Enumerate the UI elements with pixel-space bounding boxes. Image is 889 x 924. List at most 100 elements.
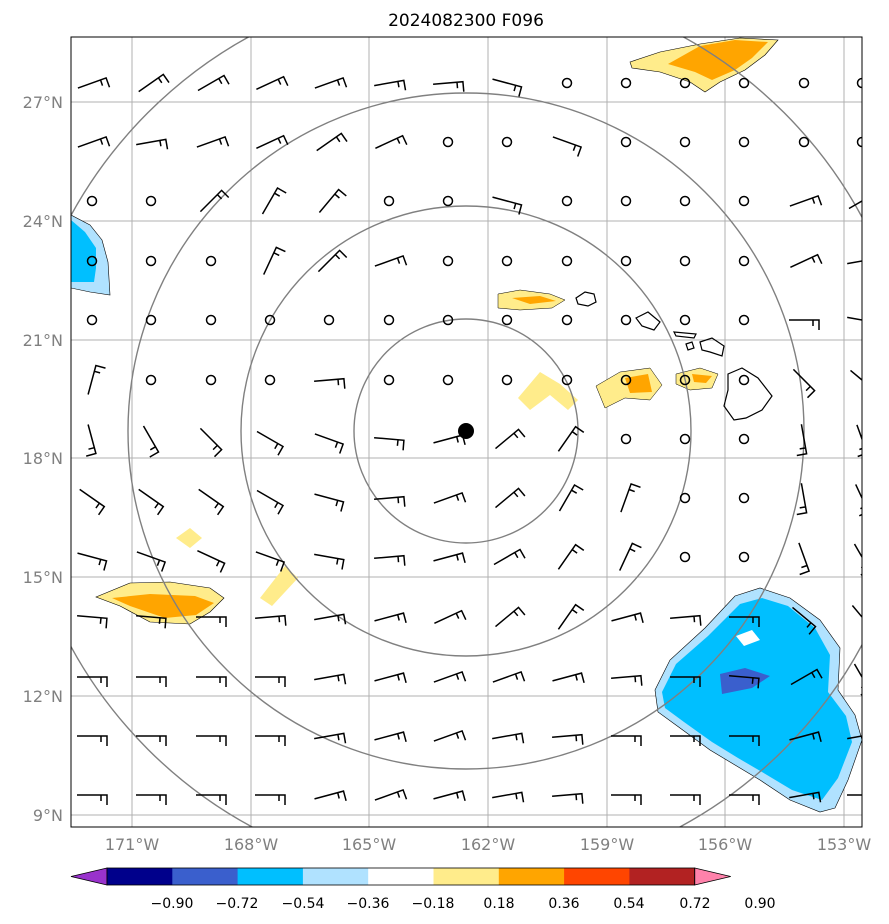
negative-anomaly-west [71,220,96,282]
wind-barb-calm [620,314,632,326]
positive-anomaly-maui-core [625,374,652,393]
wind-barb [433,670,467,683]
wind-barb [138,73,170,93]
colorbar-segment [433,868,500,885]
wind-barb [729,674,760,689]
wind-barb [196,676,227,687]
wind-barb [670,676,701,687]
wind-barb [792,368,816,399]
colorbar-tick-label: 0.54 [613,896,644,912]
lat-label: 21°N [23,331,63,350]
wind-barb [792,606,817,635]
wind-barb [796,483,808,516]
positive-anomaly-southwest-core [112,594,214,618]
wind-barb [199,189,230,213]
wind-barb [136,138,169,150]
wind-barb-calm [620,433,632,445]
lat-label: 9°N [33,806,63,825]
wind-barb [798,542,811,576]
wind-barb [492,732,525,744]
wind-barb [374,436,405,451]
wind-barb [433,491,467,504]
wind-barb [77,135,111,148]
wind-barb-calm [323,314,335,326]
lat-label: 12°N [23,687,63,706]
wind-barb-calm [264,314,276,326]
wind-barb-calm [738,492,750,504]
wind-barb-calm [145,255,157,267]
negative-anomaly-southeast-core [720,668,770,694]
wind-barb [493,548,526,566]
wind-barb [256,430,285,456]
island-hawaii [723,367,773,421]
wind-barb-calm [383,374,395,386]
wind-barb [314,673,347,685]
colorbar-tick-label: 0.36 [548,896,579,912]
wind-barb [492,670,526,683]
wind-barb [847,260,862,265]
positive-anomaly-oahu-south [518,372,578,410]
colorbar-segment [107,868,173,885]
wind-barb [374,731,407,742]
wind-barb [263,246,286,275]
colorbar: −0.90 −0.72 −0.54 −0.36 −0.18 0.18 0.36 … [70,867,776,912]
wind-barb [318,188,347,213]
wind-barb-calm [501,374,513,386]
wind-barb [789,194,823,207]
wind-barb [314,433,345,454]
wind-barb [670,735,701,746]
wind-barb [848,200,862,210]
wind-barb-calm [205,374,217,386]
wind-barb [847,794,862,796]
wind-barb [77,794,108,805]
island-oahu [635,311,661,331]
wind-barb [557,425,585,452]
wind-barb-calm [679,492,691,504]
wind-barb-calm [738,77,750,89]
wind-barb [196,135,230,148]
wind-barb [729,794,760,805]
wind-barb-calm [738,551,750,563]
wind-barb-calm [561,314,573,326]
wind-barb [729,616,760,627]
wind-barb-calm [679,195,691,207]
colorbar-tick-label: −0.54 [282,896,325,912]
wind-barb [495,487,526,509]
colorbar-extend-low [70,867,108,886]
wind-barb [136,551,167,572]
colorbar-segment [564,868,630,885]
wind-barb [855,484,862,517]
wind-barb [850,369,862,381]
wind-barb [255,794,286,805]
wind-barb-calm [205,314,217,326]
wind-barb-calm [738,136,750,148]
wind-barb-calm [679,374,691,386]
shaded-field [71,37,862,813]
wind-barb [317,249,348,273]
wind-barb [142,425,160,458]
wind-barb-calm [620,255,632,267]
colorbar-tick-label: 0.90 [744,896,775,912]
island-maui [699,337,725,357]
wind-barb-calm [205,255,217,267]
wind-barb [433,729,467,742]
colorbar-tick-labels: −0.90 −0.72 −0.54 −0.36 −0.18 0.18 0.36 … [151,896,776,912]
wind-barb-calm [738,195,750,207]
lon-label: 156°W [698,835,753,854]
wind-barb [552,672,585,683]
wind-barb [316,132,348,152]
lon-label: 159°W [580,835,635,854]
wind-barb-calm [561,255,573,267]
wind-barb [255,676,286,687]
lon-label: 165°W [342,835,397,854]
wind-barb [198,488,225,516]
wind-barb [256,489,285,515]
positive-anomaly-kauai-core [512,296,556,304]
island-kauai [575,291,597,307]
wind-barb [77,76,111,89]
wind-barb [495,606,526,628]
positive-anomaly-north-core [668,40,768,80]
wind-barb [136,614,167,629]
wind-barb [255,551,286,572]
wind-barb-calm [679,551,691,563]
